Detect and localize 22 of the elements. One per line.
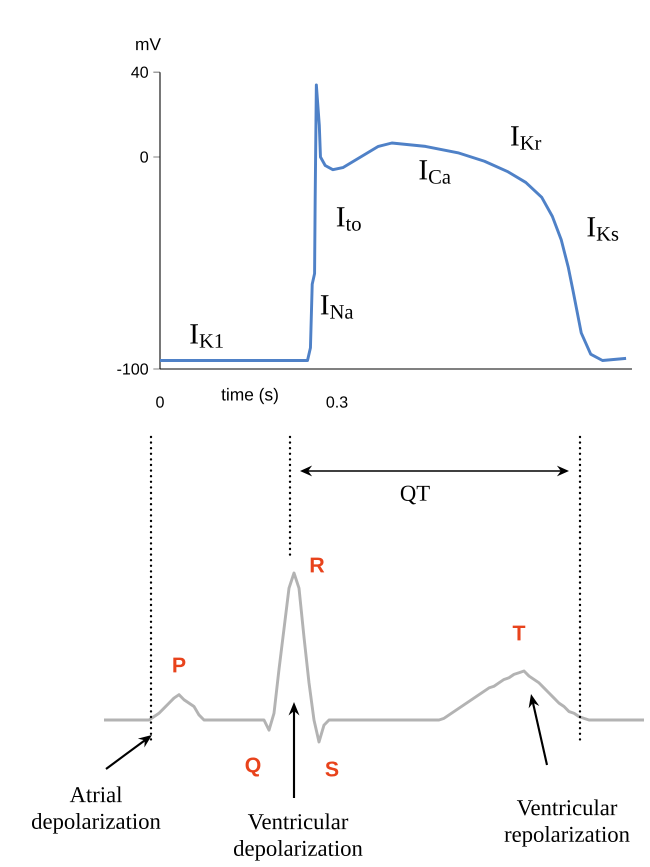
text: Q bbox=[246, 757, 261, 777]
text: S bbox=[326, 761, 339, 777]
y-tick-label: 0 bbox=[140, 151, 148, 163]
x-tick-label: 0.3 bbox=[326, 396, 348, 408]
x-axis-title: time (s) bbox=[222, 388, 278, 404]
text: R bbox=[310, 558, 325, 572]
annotation: I$_{Ks}$ bbox=[588, 217, 618, 241]
annotation: I$_{Kr}$ bbox=[511, 126, 542, 150]
annotation: I$_{K1}$ bbox=[190, 324, 224, 348]
annotation: I$_{Na}$ bbox=[321, 295, 354, 319]
y-axis-title: mV bbox=[136, 38, 162, 50]
annotation: T bbox=[512, 626, 526, 640]
text: Ventricular depolarization bbox=[234, 813, 363, 861]
text: QT bbox=[401, 486, 430, 504]
y-tick-label: -100 bbox=[118, 363, 148, 375]
line-series bbox=[158, 83, 628, 362]
annotation: P bbox=[174, 658, 186, 672]
text: Atrial depolarization bbox=[32, 786, 161, 834]
text: Ventricular repolarization bbox=[504, 799, 630, 847]
annotation: I$_{to}$ bbox=[337, 207, 362, 231]
annotation: I$_{Ca}$ bbox=[420, 160, 451, 184]
y-tick-label: 40 bbox=[131, 66, 148, 78]
